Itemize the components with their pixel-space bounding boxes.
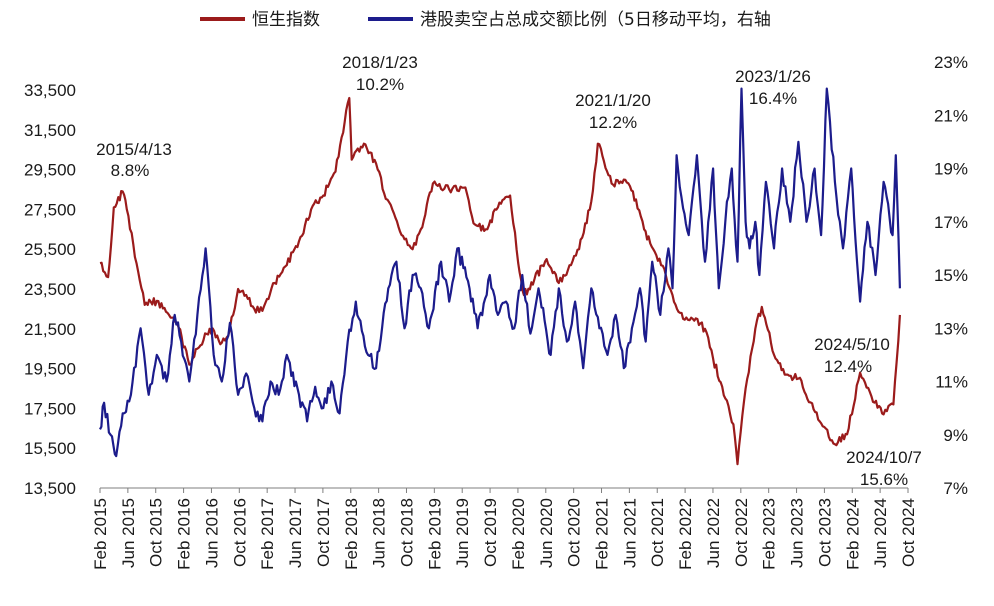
series-line-short-selling [99,87,901,458]
y-left-tick-label: 19,500 [24,360,76,379]
x-tick-label: Jun 2022 [704,498,723,568]
y-left-tick-label: 15,500 [24,439,76,458]
x-tick-label: Feb 2018 [342,498,361,570]
x-tick-label: Jun 2023 [788,498,807,568]
y-right-tick-label: 15% [934,266,968,285]
annotation-date: 2023/1/26 [735,67,811,86]
y-left-tick-label: 17,500 [24,399,76,418]
annotation-date: 2024/10/7 [846,448,922,467]
x-tick-label: Feb 2015 [91,498,110,570]
y-left-tick-label: 21,500 [24,320,76,339]
annotation-value: 8.8% [111,161,150,180]
y-right-tick-label: 9% [943,426,968,445]
y-right-tick-label: 11% [935,373,968,392]
annotation-date: 2015/4/13 [96,140,172,159]
x-tick-label: Oct 2021 [648,498,667,567]
x-tick-label: Jun 2019 [453,498,472,568]
y-left-tick-label: 25,500 [24,240,76,259]
legend-label-short: 港股卖空占总成交额比例（5日移动平均，右轴 [420,10,771,30]
annotation-date: 2018/1/23 [342,53,418,72]
y-left-tick-label: 13,500 [24,479,76,498]
x-tick-label: Jun 2015 [119,498,138,568]
x-tick-label: Jun 2020 [537,498,556,568]
x-tick-label: Oct 2019 [481,498,500,567]
x-tick-label: Oct 2018 [397,498,416,567]
legend: 恒生指数 港股卖空占总成交额比例（5日移动平均，右轴 [200,10,771,30]
annotation-date: 2021/1/20 [575,91,651,110]
x-tick-label: Jun 2017 [286,498,305,568]
x-tick-label: Oct 2024 [899,498,918,567]
series-line-hsi [99,96,901,466]
x-tick-label: Feb 2016 [175,498,194,570]
x-tick-label: Jun 2024 [871,498,890,568]
annotation-date: 2024/5/10 [814,335,890,354]
annotation-value: 12.2% [589,113,637,132]
x-tick-label: Feb 2024 [843,498,862,570]
annotation-value: 12.4% [824,357,872,376]
y-right-tick-label: 19% [934,160,968,179]
x-tick-label: Oct 2015 [147,498,166,567]
x-tick-label: Oct 2016 [230,498,249,567]
annotation-layer: 2015/4/13 8.8% 2018/1/23 10.2% 2021/1/20 12.2… [96,53,922,489]
y-right-tick-label: 21% [934,106,968,125]
y-right-tick-label: 17% [934,213,968,232]
x-tick-label: Jun 2016 [202,498,221,568]
x-tick-label: Feb 2017 [258,498,277,570]
left-axis: 13,500 15,500 17,500 19,500 21,500 23,500 25,5… [24,81,76,498]
x-tick-label: Jun 2018 [370,498,389,568]
y-right-tick-label: 13% [934,319,968,338]
y-right-tick-label: 23% [934,53,968,72]
x-tick-label: Oct 2023 [815,498,834,567]
y-left-tick-label: 27,500 [24,200,76,219]
x-axis: Feb 2015 Jun 2015 Oct 2015 Feb 2016 Jun 2016… [91,487,918,570]
x-tick-label: Oct 2017 [314,498,333,567]
y-left-tick-label: 23,500 [24,280,76,299]
x-tick-label: Feb 2019 [425,498,444,570]
x-tick-label: Jun 2021 [620,498,639,568]
x-tick-label: Feb 2020 [509,498,528,570]
y-left-tick-label: 31,500 [24,121,76,140]
series-layer [99,87,901,466]
annotation-value: 10.2% [356,75,404,94]
x-tick-label: Feb 2023 [760,498,779,570]
x-tick-label: Oct 2022 [732,498,751,567]
x-tick-label: Feb 2022 [676,498,695,570]
legend-label-hsi: 恒生指数 [252,10,320,30]
y-left-tick-label: 33,500 [24,81,76,100]
x-tick-label: Oct 2020 [565,498,584,567]
y-left-tick-label: 29,500 [24,161,76,180]
x-tick-label: Feb 2021 [593,498,612,570]
annotation-value: 15.6% [860,470,908,489]
right-axis: 7% 9% 11% 13% 15% 17% 19% 21% 23% [934,53,968,498]
annotation-value: 16.4% [749,89,797,108]
y-right-tick-label: 7% [943,479,968,498]
